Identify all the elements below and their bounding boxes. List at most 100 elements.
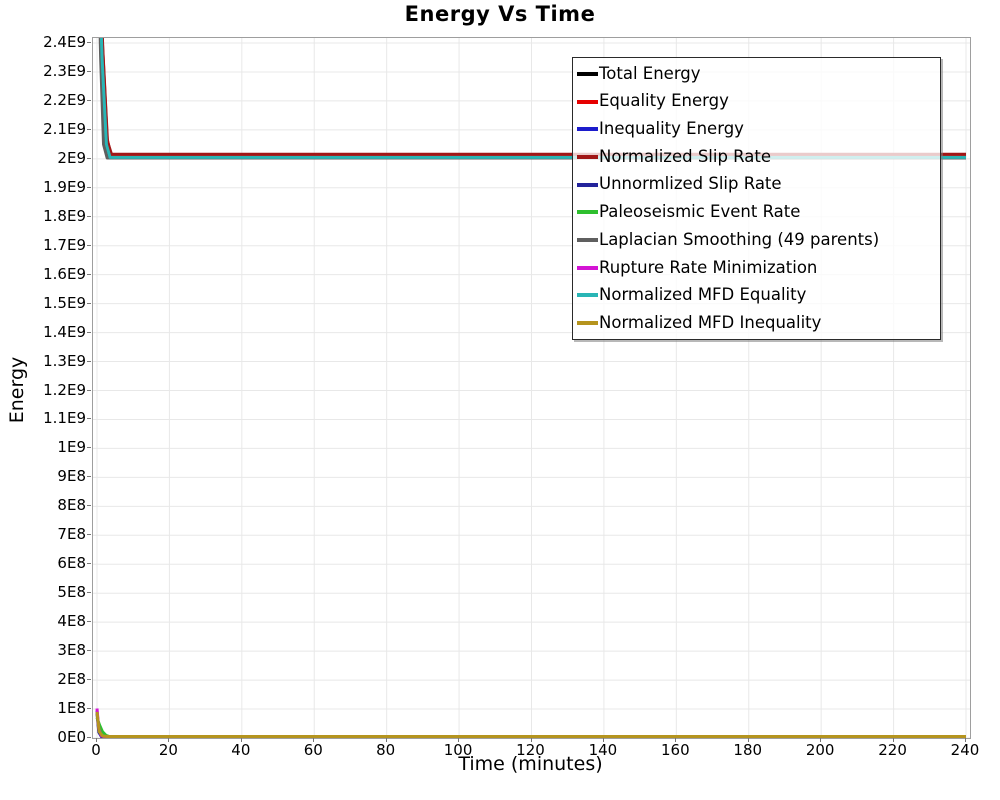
x-tick-label: 0	[91, 741, 101, 759]
legend-label: Laplacian Smoothing (49 parents)	[599, 229, 880, 249]
y-tick-label: 1.9E9	[43, 177, 86, 196]
x-tick-mark	[168, 738, 170, 742]
legend-swatch-icon	[577, 210, 598, 215]
x-tick-mark	[602, 738, 604, 742]
x-tick-mark	[747, 738, 749, 742]
y-tick-label: 2E8	[57, 670, 86, 689]
legend-item-laplacian-smoothing-49-parents: Laplacian Smoothing (49 parents)	[577, 226, 936, 254]
y-tick-mark	[87, 244, 91, 246]
x-tick-mark	[820, 738, 822, 742]
y-tick-label: 5E8	[57, 583, 86, 602]
legend-label: Normalized MFD Equality	[599, 285, 807, 305]
legend-swatch-icon	[577, 99, 598, 104]
y-tick-label: 1.5E9	[43, 293, 86, 312]
y-tick-label: 2.4E9	[43, 33, 86, 51]
y-tick-label: 1.6E9	[43, 264, 86, 283]
x-tick-label: 200	[805, 741, 835, 759]
x-tick-label: 240	[950, 741, 980, 759]
legend-item-normalized-slip-rate: Normalized Slip Rate	[577, 143, 936, 171]
legend-item-rupture-rate-minimization: Rupture Rate Minimization	[577, 254, 936, 282]
legend-label: Inequality Energy	[599, 119, 744, 138]
x-tick-mark	[458, 738, 460, 742]
y-tick-mark	[87, 592, 91, 594]
y-tick-mark	[87, 563, 91, 565]
y-tick-label: 1.7E9	[43, 235, 86, 254]
y-tick-label: 1.1E9	[43, 409, 86, 428]
y-tick-label: 0E0	[57, 728, 86, 746]
y-tick-mark	[87, 128, 91, 130]
x-tick-mark	[530, 738, 532, 742]
x-tick-label: 40	[231, 741, 251, 759]
legend-label: Unnormlized Slip Rate	[599, 174, 782, 194]
x-tick-mark	[240, 738, 242, 742]
legend-item-unnormlized-slip-rate: Unnormlized Slip Rate	[577, 171, 936, 199]
legend-swatch-icon	[577, 293, 598, 298]
y-tick-label: 9E8	[57, 467, 86, 486]
x-tick-label: 160	[661, 741, 690, 759]
series-line-normalized-mfd-equality	[99, 38, 966, 159]
y-tick-label: 1.3E9	[43, 351, 86, 370]
y-tick-mark	[87, 650, 91, 652]
y-tick-label: 7E8	[57, 525, 86, 544]
y-tick-mark	[87, 331, 91, 333]
legend-item-paleoseismic-event-rate: Paleoseismic Event Rate	[577, 199, 936, 227]
y-tick-label: 4E8	[57, 612, 86, 631]
y-tick-mark	[87, 302, 91, 304]
legend-swatch-icon	[577, 154, 598, 159]
y-tick-label: 1E9	[57, 438, 86, 457]
y-tick-label: 1.4E9	[43, 322, 86, 341]
legend-label: Paleoseismic Event Rate	[599, 202, 801, 222]
y-tick-mark	[87, 186, 91, 188]
y-tick-label: 8E8	[57, 496, 86, 515]
legend-swatch-icon	[577, 71, 598, 76]
y-tick-mark	[87, 505, 91, 507]
legend-swatch-icon	[577, 182, 598, 187]
y-tick-label: 1E8	[57, 699, 86, 718]
y-tick-label: 3E8	[57, 641, 86, 660]
y-tick-mark	[87, 621, 91, 623]
y-tick-label: 2.1E9	[43, 119, 86, 138]
y-tick-mark	[87, 99, 91, 101]
x-tick-label: 140	[588, 741, 618, 759]
y-tick-label: 6E8	[57, 554, 86, 573]
y-tick-mark	[87, 447, 91, 449]
legend-label: Normalized Slip Rate	[599, 146, 772, 166]
legend-swatch-icon	[577, 321, 598, 326]
legend-item-equality-energy: Equality Energy	[577, 88, 936, 116]
y-tick-mark	[87, 70, 91, 72]
x-axis-title: Time (minutes)	[458, 753, 603, 775]
y-tick-mark	[87, 360, 91, 362]
y-tick-label: 1.8E9	[43, 206, 86, 225]
legend-box: Total Energy Equality Energy Inequality En…	[572, 57, 941, 340]
x-tick-mark	[313, 738, 315, 742]
y-tick-label: 2.3E9	[43, 61, 86, 80]
legend-swatch-icon	[577, 238, 598, 243]
y-tick-mark	[87, 42, 91, 43]
y-tick-label: 2.2E9	[43, 90, 86, 109]
y-tick-label: 2E9	[57, 148, 86, 167]
x-tick-label: 220	[878, 741, 907, 759]
legend-swatch-icon	[577, 265, 598, 270]
x-tick-label: 180	[733, 741, 763, 759]
legend-label: Total Energy	[599, 63, 701, 83]
series-line-normalized-mfd-inequality	[95, 711, 966, 738]
legend-swatch-icon	[577, 127, 598, 132]
legend-item-normalized-mfd-inequality: Normalized MFD Inequality	[577, 309, 936, 337]
x-tick-label: 100	[443, 741, 473, 759]
legend-item-inequality-energy: Inequality Energy	[577, 115, 936, 143]
y-tick-mark	[87, 215, 91, 217]
y-tick-mark	[87, 534, 91, 536]
x-tick-mark	[892, 738, 894, 742]
y-tick-mark	[87, 476, 91, 478]
y-tick-mark	[87, 418, 91, 420]
legend-label: Equality Energy	[599, 91, 729, 111]
legend-item-total-energy: Total Energy	[577, 60, 936, 88]
y-tick-mark	[87, 389, 91, 391]
y-tick-mark	[87, 679, 91, 681]
x-tick-mark	[385, 738, 387, 742]
y-tick-label: 1.2E9	[43, 380, 86, 399]
y-tick-mark	[87, 708, 91, 710]
x-tick-mark	[96, 738, 97, 742]
x-tick-mark	[965, 738, 966, 742]
y-tick-mark	[87, 737, 91, 738]
